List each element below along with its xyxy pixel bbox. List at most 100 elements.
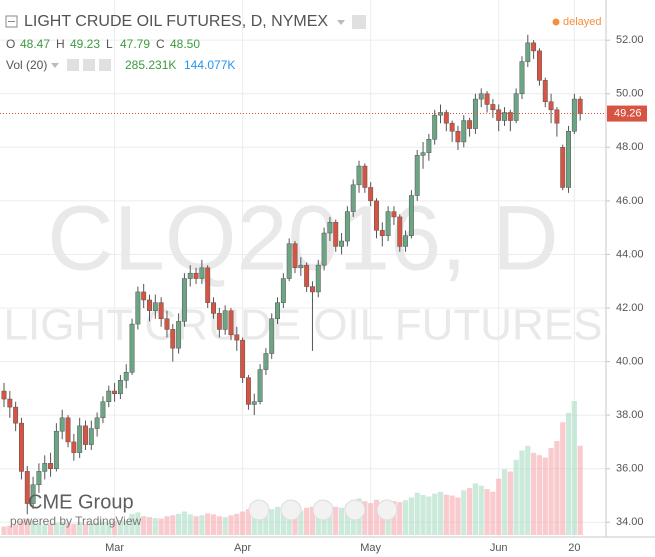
nav-reset[interactable]	[344, 499, 366, 521]
volume-bar	[525, 445, 531, 535]
volume-bar	[472, 483, 479, 535]
volume-bar	[263, 511, 269, 535]
candle-body	[1, 390, 7, 400]
volume-remove[interactable]	[99, 59, 111, 71]
volume-layer	[1, 401, 583, 535]
volume-bar	[88, 523, 94, 535]
candle-body	[36, 471, 42, 486]
volume-bar	[333, 506, 339, 535]
candle-body	[339, 240, 345, 247]
candle-body	[123, 372, 129, 381]
volume-bar	[455, 497, 461, 535]
nav-left[interactable]	[248, 499, 270, 521]
title-menu[interactable]	[337, 20, 345, 25]
volume-bar	[36, 523, 42, 535]
candle-body	[304, 264, 310, 287]
volume-bar	[531, 452, 537, 535]
candle-body	[269, 318, 275, 354]
volume-menu[interactable]	[51, 63, 59, 68]
y-tick-label: 42.00	[616, 302, 644, 314]
candle-body	[560, 147, 566, 188]
candle-body	[315, 264, 321, 293]
volume-bar	[507, 471, 513, 535]
candle-body	[426, 139, 432, 153]
volume-bar	[193, 516, 199, 535]
collapse-icon[interactable]	[5, 15, 18, 28]
volume-settings[interactable]	[83, 59, 95, 71]
candle-body	[19, 422, 24, 472]
candle-body	[571, 98, 577, 132]
candle-body	[77, 425, 83, 453]
candle-body	[333, 222, 339, 247]
volume-bar	[234, 513, 240, 535]
y-tick-label: 38.00	[616, 409, 644, 421]
y-tick-label: 52.00	[616, 34, 644, 46]
x-tick-label: Jun	[490, 542, 508, 554]
volume-bar	[199, 515, 205, 535]
volume-bar	[152, 518, 158, 535]
volume-bar	[100, 521, 106, 535]
candle-body	[117, 380, 123, 394]
candle-body	[403, 235, 409, 247]
volume-bar	[426, 496, 432, 535]
legend-label: C	[156, 37, 165, 51]
y-tick-label: 48.00	[616, 141, 644, 153]
candle-body	[455, 130, 461, 143]
legend: O 48.47 H 49.23 L 47.79 C 48.50	[6, 37, 200, 51]
volume-bar	[565, 412, 572, 535]
candle-body	[42, 463, 48, 472]
volume-bar	[210, 514, 217, 535]
volume-bar	[129, 513, 135, 535]
candle-body	[408, 195, 414, 236]
volume-bar	[7, 525, 13, 535]
status: delayed	[563, 16, 602, 28]
candle-body	[286, 243, 292, 279]
watermark-name: LIGHT CRUDE OIL FUTURES	[4, 301, 603, 350]
candle-body	[566, 130, 571, 188]
volume-bar	[228, 515, 234, 535]
settings-icon[interactable]	[352, 15, 366, 29]
volume-bar	[501, 469, 508, 535]
volume-bar	[170, 515, 176, 535]
volume-ma-value: 144.077K	[184, 58, 235, 72]
volume-bar	[18, 520, 25, 535]
volume-bar	[24, 518, 30, 535]
volume-bar	[420, 495, 426, 535]
nav-zoom-out[interactable]	[280, 499, 302, 521]
brand-powered: powered by TradingView	[10, 514, 142, 528]
candle-body	[94, 417, 100, 429]
candle-body	[536, 50, 542, 81]
y-tick-label: 46.00	[616, 195, 644, 207]
nav-zoom-in[interactable]	[312, 499, 334, 521]
candle-body	[147, 299, 152, 311]
watermark-symbol: CLQ2016, D	[47, 187, 558, 289]
volume-bar	[13, 524, 19, 535]
volume-bar	[205, 513, 211, 535]
candle-body	[490, 104, 496, 111]
volume-bar	[467, 488, 473, 535]
y-tick-label: 50.00	[616, 88, 644, 100]
volume-bar	[461, 490, 467, 535]
last-price-box	[607, 105, 647, 122]
candle-body	[100, 401, 106, 419]
candle-body	[478, 93, 484, 100]
volume-bar	[1, 526, 7, 535]
legend-label: O	[6, 37, 15, 51]
candle-body	[531, 42, 537, 52]
volume-bar	[577, 445, 583, 535]
volume-eye[interactable]	[67, 59, 79, 71]
volume-bar	[513, 459, 519, 535]
candle-body	[187, 272, 193, 279]
candle-body	[275, 302, 280, 319]
candle-body	[502, 112, 507, 121]
volume-bar	[362, 501, 368, 535]
candle-body	[368, 187, 374, 202]
volume-bar	[135, 512, 141, 535]
volume-bar	[338, 507, 345, 535]
volume-bar	[478, 485, 484, 535]
candle-body	[513, 93, 519, 121]
nav-right[interactable]	[376, 499, 398, 521]
volume-bar	[344, 504, 350, 535]
volume-bar	[123, 520, 129, 535]
